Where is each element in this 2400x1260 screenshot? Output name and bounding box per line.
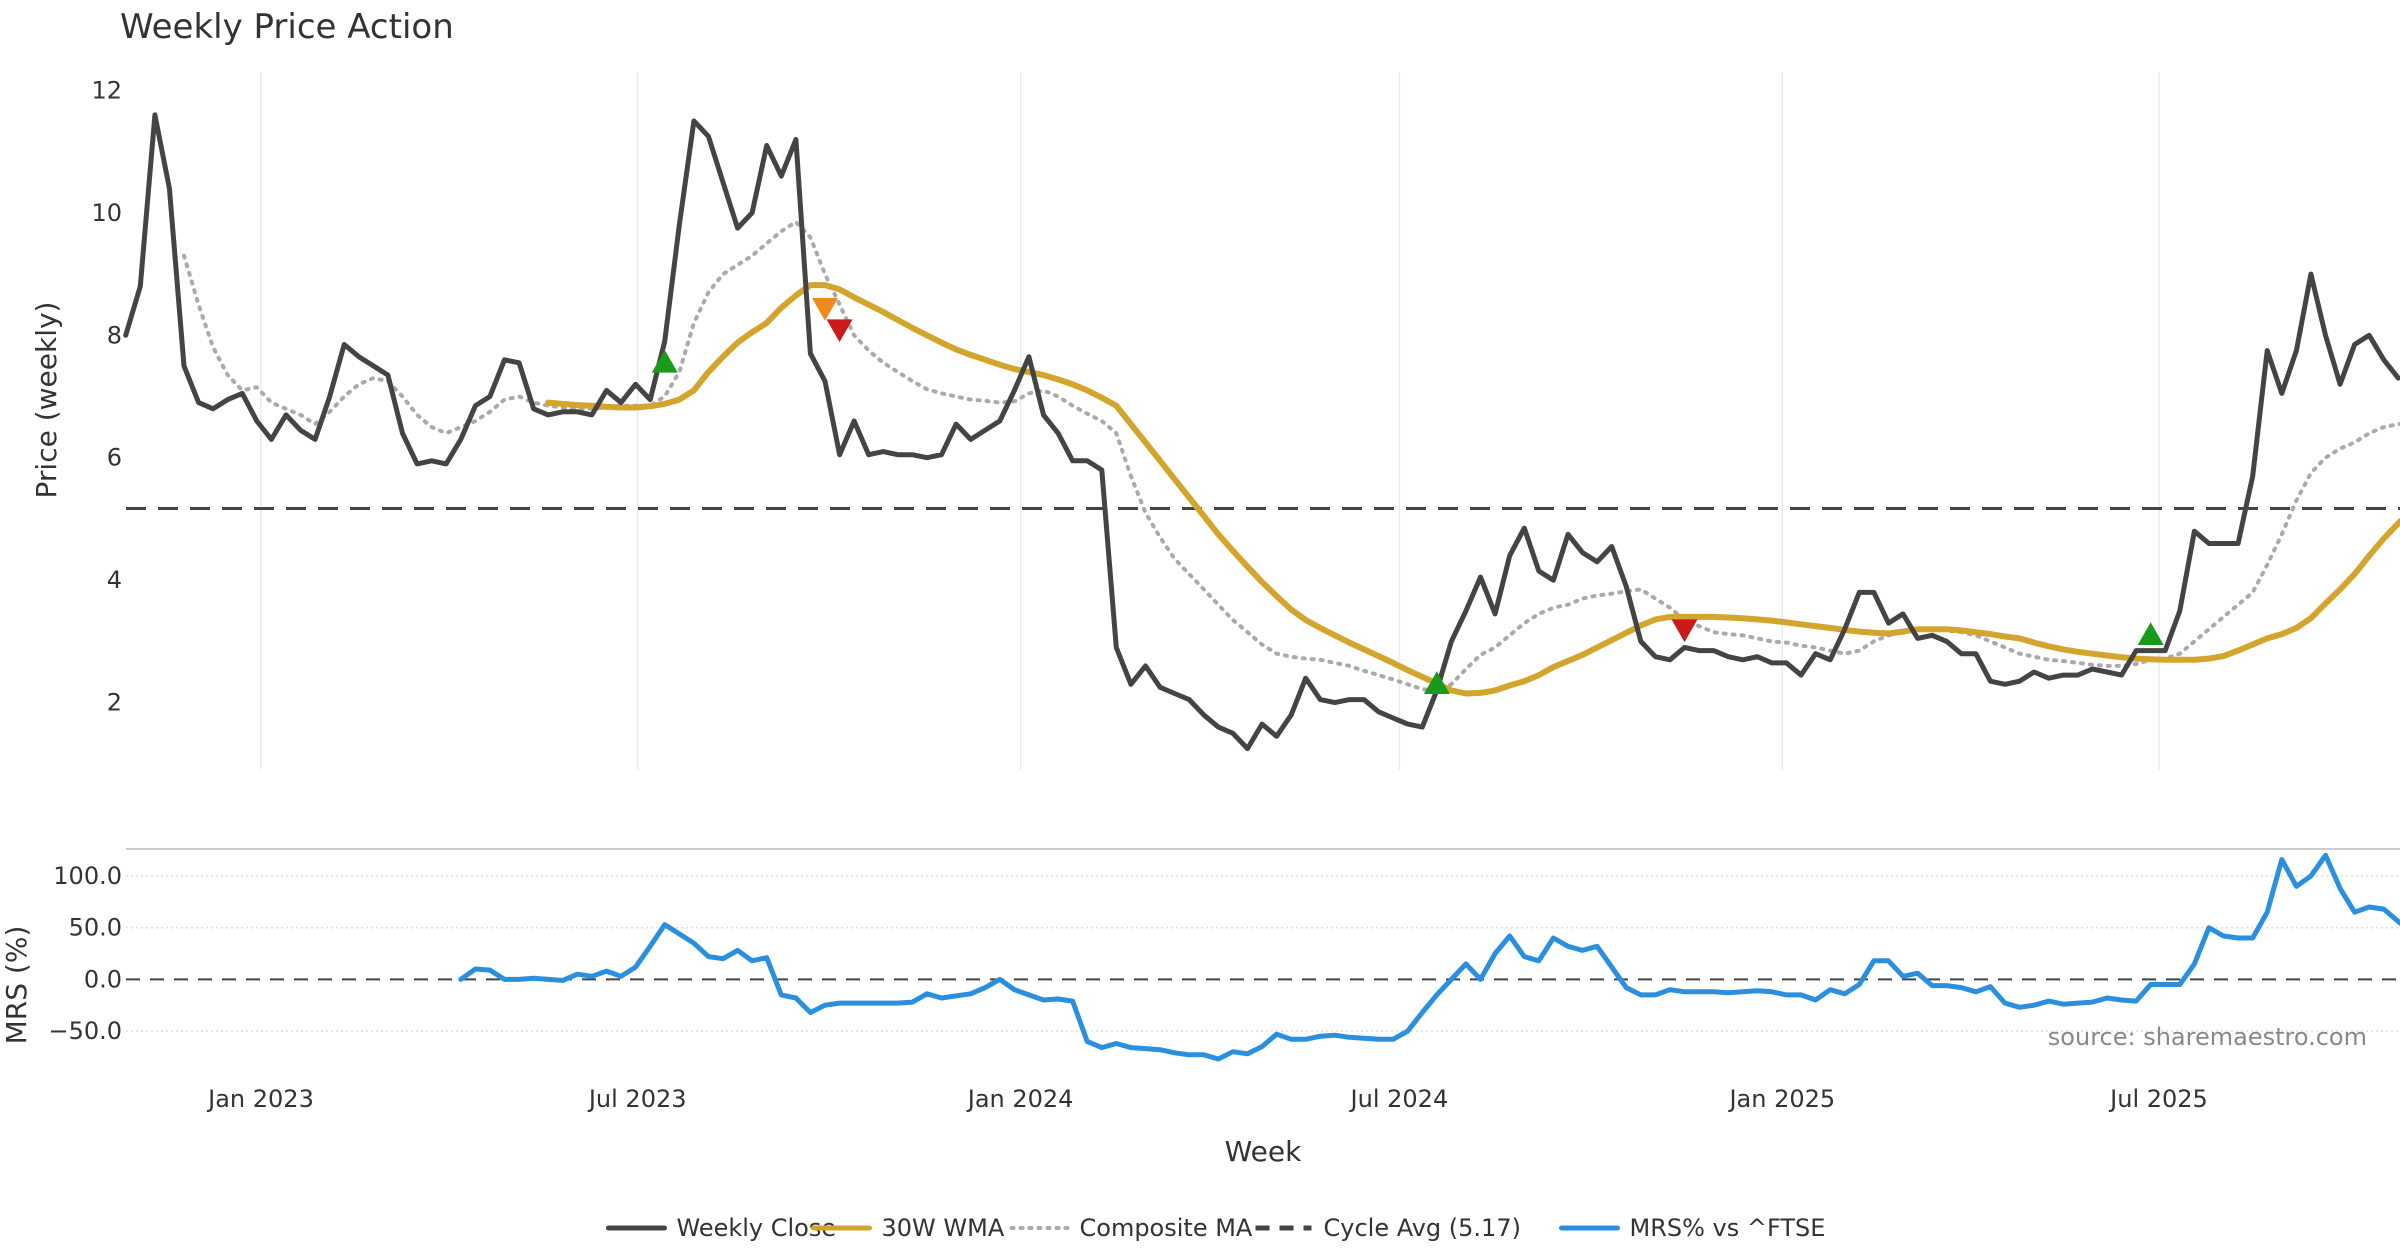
legend-label: Cycle Avg (5.17) (1324, 1214, 1521, 1242)
signal-marker-sell (826, 319, 853, 343)
signal-markers (651, 297, 2164, 695)
price-panel-series (123, 112, 2400, 752)
price-y-tick-label: 2 (107, 689, 122, 717)
chart-legend: Weekly Close 30W WMA Composite MA Cycle Avg… (606, 1214, 1826, 1242)
composite-ma-line (182, 220, 2400, 693)
mrs-line (458, 852, 2400, 1062)
x-axis-title: Week (1225, 1135, 1302, 1168)
legend-label: 30W WMA (882, 1214, 1005, 1242)
x-tick-label: Jul 2025 (2108, 1085, 2208, 1113)
x-tick-label: Jan 2025 (1727, 1085, 1835, 1113)
price-y-tick-label: 4 (107, 566, 122, 594)
signal-marker-buy (2137, 622, 2164, 646)
x-tick-label: Jul 2023 (587, 1085, 687, 1113)
price-y-tick-label: 12 (91, 76, 122, 104)
price-y-tick-label: 10 (91, 199, 122, 227)
signal-marker-sell (1671, 619, 1698, 643)
price-y-tick-label: 8 (107, 321, 122, 349)
mrs-y-tick-label: −50.0 (48, 1017, 122, 1045)
legend-label: MRS% vs ^FTSE (1630, 1214, 1826, 1242)
price-panel-grid (260, 72, 2160, 770)
signal-marker-buy (651, 349, 678, 373)
x-tick-label: Jan 2023 (206, 1085, 314, 1113)
mrs-panel-grid (126, 848, 2400, 1032)
mrs-y-axis-title: MRS (%) (0, 926, 33, 1045)
mrs-panel-series (458, 852, 2400, 1062)
legend-label: Composite MA (1080, 1214, 1253, 1242)
signal-marker-caution (811, 297, 838, 321)
price-y-tick-label: 6 (107, 444, 122, 472)
price-y-axis-title: Price (weekly) (30, 302, 63, 499)
weekly-close-line (123, 112, 2400, 752)
source-note: source: sharemaestro.com (2048, 1023, 2367, 1051)
mrs-y-tick-label: 100.0 (53, 862, 122, 890)
x-tick-label: Jul 2024 (1349, 1085, 1449, 1113)
legend-label: Weekly Close (677, 1214, 837, 1242)
signal-marker-buy (1423, 671, 1450, 695)
mrs-y-tick-label: 0.0 (84, 965, 122, 993)
mrs-y-tick-label: 50.0 (69, 914, 122, 942)
wma-30w-line (545, 282, 2400, 697)
x-tick-label: Jan 2024 (966, 1085, 1074, 1113)
chart-title: Weekly Price Action (120, 7, 454, 47)
axis-tick-labels: Jan 2023 Jul 2023 Jan 2024 Jul 2024 Jan 2025… (48, 76, 2207, 1113)
